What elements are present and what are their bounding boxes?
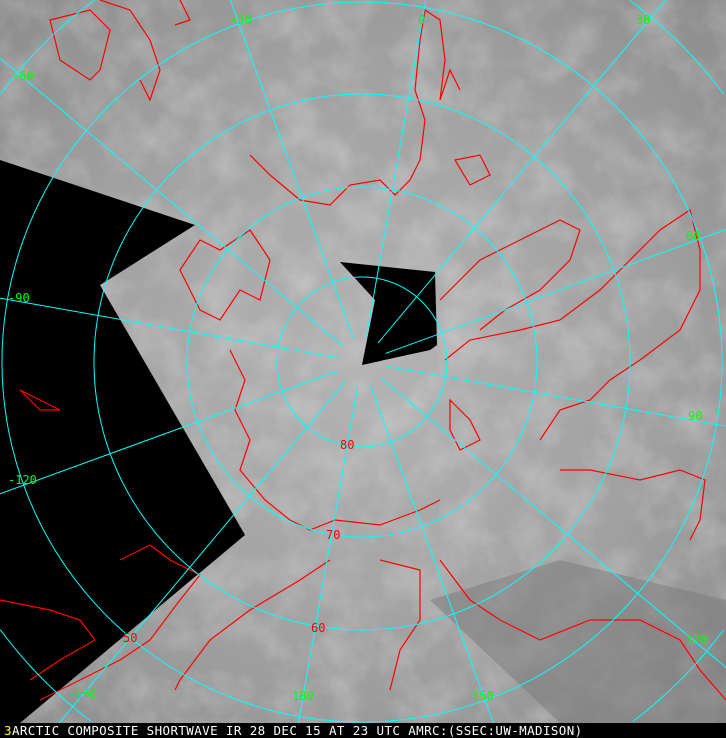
latitude-label: 70 <box>326 528 340 542</box>
coastline <box>49 9 111 81</box>
coastline <box>439 219 581 331</box>
caption-text: ARCTIC COMPOSITE SHORTWAVE IR 28 DEC 15 … <box>11 723 583 738</box>
coastline <box>449 398 481 451</box>
latitude-label: 80 <box>340 438 354 452</box>
no-data-region <box>0 160 245 723</box>
meridian-line <box>297 386 359 723</box>
longitude-label: -30 <box>230 13 252 27</box>
frame-number: 3 <box>4 723 12 738</box>
meridian-line <box>365 0 427 338</box>
longitude-label: -60 <box>12 69 34 83</box>
latitude-label: 60 <box>311 621 325 635</box>
longitude-label: 90 <box>688 409 702 423</box>
longitude-label: 0 <box>418 13 425 27</box>
longitude-labels: 0 30 60 90 120 150 180 -150 -120 -90 -60 -30 <box>8 13 708 703</box>
latitude-circle <box>93 93 631 631</box>
meridian-line <box>385 229 726 354</box>
latitude-circle <box>1 1 723 723</box>
meridian-line <box>0 57 344 347</box>
coastline <box>439 559 726 701</box>
meridian-line <box>380 377 726 668</box>
longitude-label: 180 <box>292 689 314 703</box>
latitude-circle <box>276 276 448 448</box>
no-data-wedge <box>340 262 437 365</box>
longitude-label: 120 <box>686 633 708 647</box>
meridian-line <box>386 365 726 427</box>
coastline <box>560 469 706 541</box>
coastline <box>174 0 191 26</box>
longitude-label: 150 <box>472 689 494 703</box>
coastline <box>454 154 491 186</box>
meridian-line <box>58 380 347 723</box>
latitude-circle <box>0 0 725 722</box>
dark-ocean-region <box>430 560 726 723</box>
coastlines <box>0 0 726 701</box>
longitude-label: -150 <box>68 687 97 701</box>
latitude-label: 50 <box>123 631 137 645</box>
latitude-circle <box>186 186 538 538</box>
coastline <box>0 599 96 681</box>
coastline <box>19 389 61 411</box>
image-caption-bar: 3ARCTIC COMPOSITE SHORTWAVE IR 28 DEC 15… <box>0 723 726 738</box>
latitude-labels: 80 70 60 50 <box>123 438 354 645</box>
coastline <box>39 544 201 701</box>
meridian-line <box>229 0 354 339</box>
meridian-line <box>377 0 667 344</box>
coastline <box>379 559 421 691</box>
coastline <box>99 0 161 102</box>
meridian-line <box>370 385 494 723</box>
coastline <box>174 559 331 691</box>
longitude-label: 60 <box>686 229 700 243</box>
meridian-line <box>0 297 338 359</box>
graticule <box>0 0 726 723</box>
longitude-label: 30 <box>636 13 650 27</box>
longitude-label: -120 <box>8 473 37 487</box>
longitude-label: -90 <box>8 291 30 305</box>
coastline <box>229 349 441 531</box>
arctic-composite-image: 0 30 60 90 120 150 180 -150 -120 -90 -60 -30 80 70 60… <box>0 0 726 723</box>
meridian-line <box>0 370 339 495</box>
coastline <box>444 209 701 441</box>
coastline <box>249 8 461 206</box>
